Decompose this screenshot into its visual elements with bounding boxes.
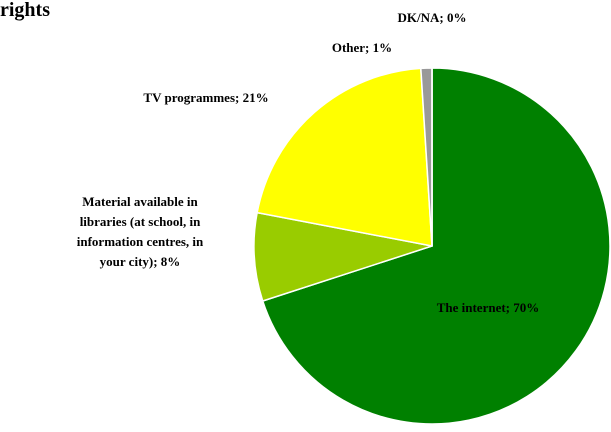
data-label: Material available in libraries (at schoo… bbox=[77, 194, 204, 269]
pie-slice bbox=[261, 67, 611, 425]
data-label: DK/NA; 0% bbox=[398, 10, 467, 25]
data-label-line: libraries (at school, in bbox=[80, 214, 201, 229]
data-label-line: TV programmes; 21% bbox=[143, 90, 268, 105]
pie-slice bbox=[253, 211, 433, 302]
chart-title: rights bbox=[0, 0, 50, 21]
data-label: The internet; 70% bbox=[437, 300, 540, 315]
data-label: TV programmes; 21% bbox=[143, 90, 268, 105]
data-label: Other; 1% bbox=[332, 40, 392, 55]
data-label-line: Other; 1% bbox=[332, 40, 392, 55]
data-label-line: information centres, in bbox=[77, 234, 204, 249]
data-label-line: The internet; 70% bbox=[437, 300, 540, 315]
data-label-line: Material available in bbox=[82, 194, 198, 209]
pie-slice bbox=[256, 67, 433, 247]
data-label-line: your city); 8% bbox=[100, 254, 181, 269]
data-label-line: DK/NA; 0% bbox=[398, 10, 467, 25]
